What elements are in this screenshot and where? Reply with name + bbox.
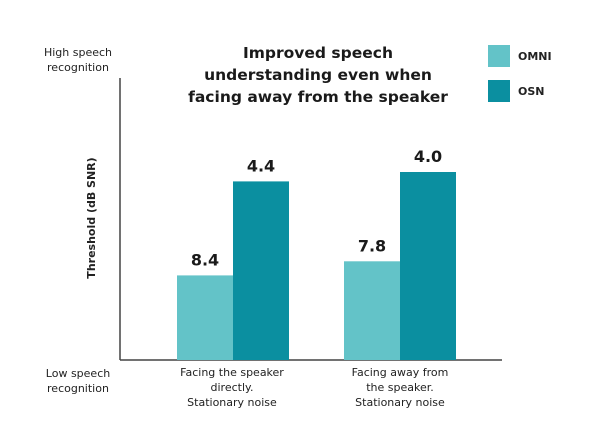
category-label-1-line-2: directly. (211, 381, 254, 394)
category-label-1-line-3: Stationary noise (187, 396, 277, 409)
legend-swatch-osn (488, 80, 510, 102)
category-label-2-line-1: Facing away from (352, 366, 449, 379)
y-top-label-line-1: High speech (44, 46, 112, 59)
y-bottom-label-line-2: recognition (47, 382, 109, 395)
legend-swatch-omni (488, 45, 510, 67)
category-label-2-line-2: the speaker. (366, 381, 434, 394)
bar-osn-2 (400, 172, 456, 360)
bar-omni-1 (177, 275, 233, 360)
category-label-1-line-1: Facing the speaker (180, 366, 284, 379)
bar-osn-1 (233, 181, 289, 360)
y-axis-title: Threshold (dB SNR) (85, 157, 98, 278)
bar-omni-2 (344, 261, 400, 360)
chart-title-line-1: Improved speech (243, 44, 393, 62)
value-label-omni-2: 7.8 (358, 236, 386, 255)
chart-title-line-3: facing away from the speaker (188, 88, 448, 106)
value-label-osn-1: 4.4 (247, 156, 275, 175)
legend-label-osn: OSN (518, 85, 544, 98)
y-bottom-label-line-1: Low speech (46, 367, 110, 380)
category-label-2-line-3: Stationary noise (355, 396, 445, 409)
y-top-label-line-2: recognition (47, 61, 109, 74)
legend-label-omni: OMNI (518, 50, 552, 63)
value-label-osn-2: 4.0 (414, 147, 442, 166)
value-label-omni-1: 8.4 (191, 250, 219, 269)
bars-group: 8.4 4.4 7.8 4.0 (177, 147, 456, 360)
chart-title-line-2: understanding even when (204, 66, 432, 84)
